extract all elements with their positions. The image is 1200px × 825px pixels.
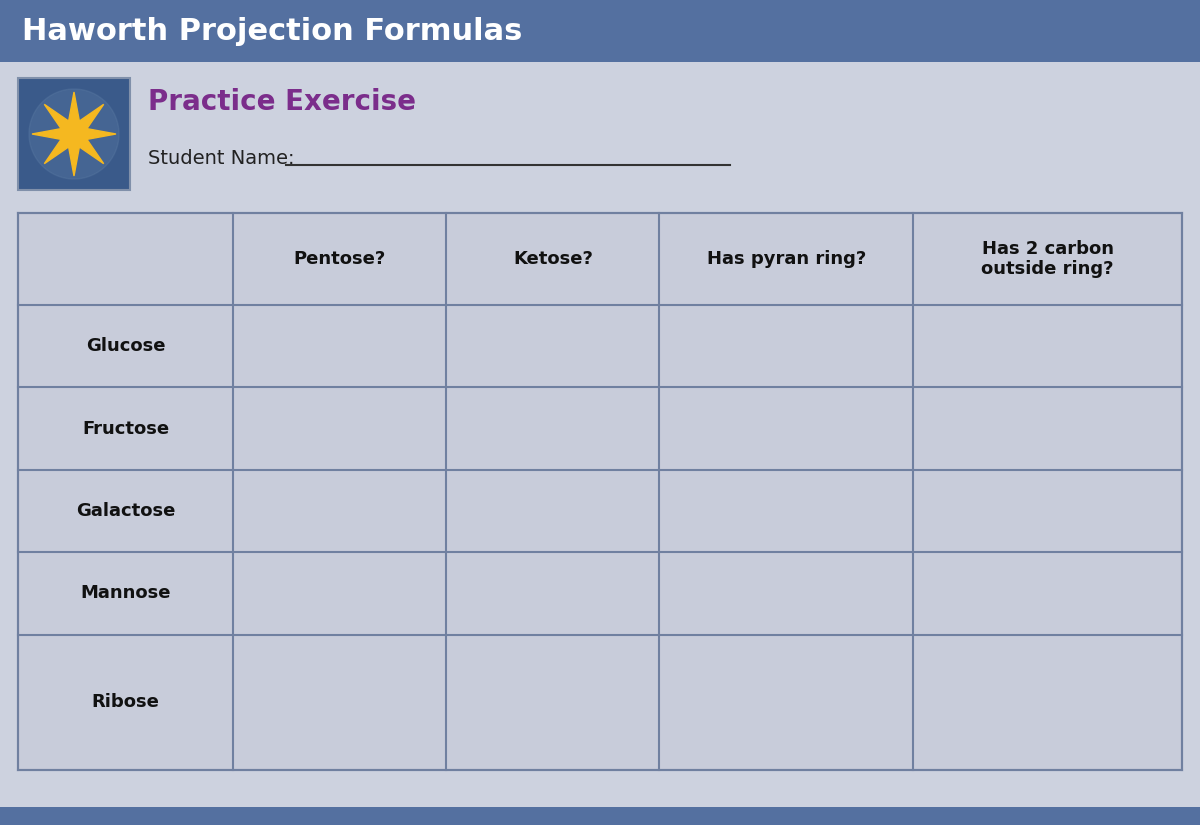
FancyBboxPatch shape [0, 0, 1200, 62]
FancyBboxPatch shape [0, 807, 1200, 825]
Text: Ribose: Ribose [91, 693, 160, 711]
Text: Has pyran ring?: Has pyran ring? [707, 250, 866, 268]
Polygon shape [29, 89, 119, 179]
FancyBboxPatch shape [18, 213, 1182, 770]
Text: Galactose: Galactose [76, 502, 175, 520]
Text: Student Name:: Student Name: [148, 148, 294, 167]
Text: Haworth Projection Formulas: Haworth Projection Formulas [22, 16, 522, 45]
Text: Has 2 carbon
outside ring?: Has 2 carbon outside ring? [982, 239, 1114, 278]
Text: Glucose: Glucose [86, 337, 166, 355]
Text: Pentose?: Pentose? [294, 250, 386, 268]
Polygon shape [32, 92, 116, 176]
Text: Practice Exercise: Practice Exercise [148, 88, 416, 116]
Text: Mannose: Mannose [80, 584, 170, 602]
FancyBboxPatch shape [18, 78, 130, 190]
Text: Ketose?: Ketose? [512, 250, 593, 268]
Text: Fructose: Fructose [82, 420, 169, 437]
